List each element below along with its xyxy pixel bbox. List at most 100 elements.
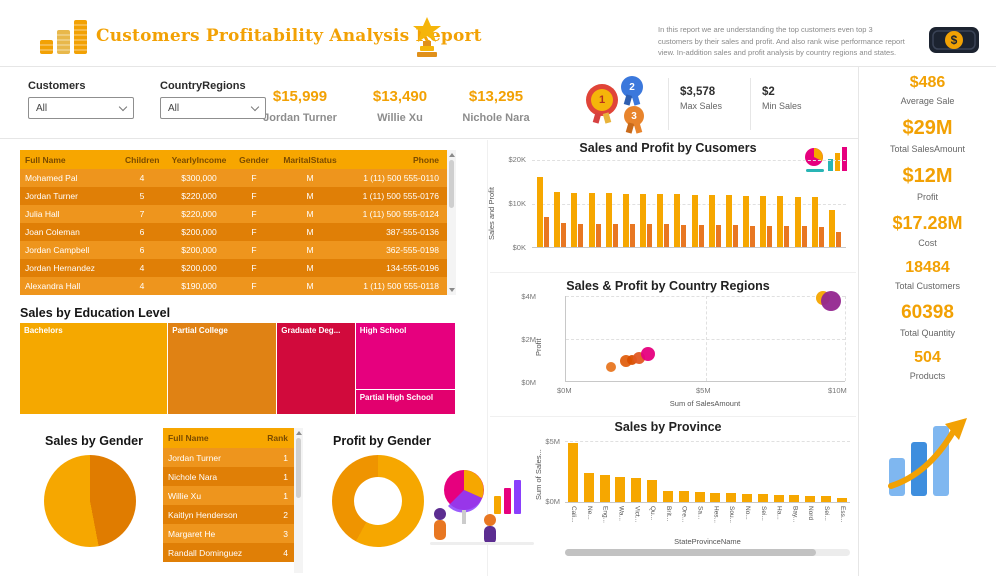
treemap-block[interactable]: Bachelors	[20, 323, 169, 415]
profit-bar[interactable]	[750, 225, 756, 247]
province-bar[interactable]	[599, 474, 610, 502]
column-header[interactable]: Rank	[267, 433, 288, 443]
sales-bar[interactable]	[794, 196, 801, 247]
bar-group[interactable]	[571, 160, 584, 247]
sales-bar[interactable]	[828, 209, 835, 247]
sales-bar[interactable]	[640, 193, 647, 247]
profit-gender-donut[interactable]	[332, 455, 424, 547]
sales-bar[interactable]	[743, 195, 750, 247]
table-row[interactable]: Jordan Campbell 6 $200,000 F M 362-555-0198	[20, 241, 456, 259]
bar-group[interactable]	[537, 160, 549, 247]
province-bar[interactable]	[647, 479, 658, 502]
column-header[interactable]: Full Name	[25, 154, 66, 165]
profit-bar[interactable]	[681, 224, 687, 247]
bar-group[interactable]	[674, 160, 687, 247]
bar-group[interactable]	[622, 160, 635, 247]
bar-group[interactable]	[777, 160, 790, 247]
bar-group[interactable]	[828, 160, 841, 247]
sales-bar[interactable]	[691, 194, 698, 247]
treemap-block[interactable]: Partial College	[168, 323, 278, 415]
table-row[interactable]: Mohamed Pal 4 $300,000 F M 1 (11) 500 555-011…	[20, 169, 456, 187]
province-bar[interactable]	[757, 494, 768, 502]
profit-bar[interactable]	[578, 223, 584, 247]
bar-group[interactable]	[811, 160, 824, 247]
table-row[interactable]: Margaret He 3	[163, 524, 303, 543]
province-bar[interactable]	[773, 494, 784, 502]
table-row[interactable]: Julia Hall 7 $220,000 F M 1 (11) 500 555-0124	[20, 205, 456, 223]
bar-group[interactable]	[708, 160, 721, 247]
profit-bar[interactable]	[544, 217, 549, 247]
province-bar[interactable]	[678, 491, 689, 502]
profit-bar[interactable]	[629, 223, 635, 247]
province-bar[interactable]	[726, 493, 737, 502]
table-row[interactable]: Nichole Nara 1	[163, 467, 303, 486]
customer-table-scrollbar[interactable]	[447, 150, 456, 295]
scatter-point[interactable]	[605, 362, 616, 373]
table-row[interactable]: Jordan Turner 1	[163, 448, 303, 467]
province-bar[interactable]	[568, 442, 578, 502]
sales-bar[interactable]	[708, 194, 715, 247]
province-bar[interactable]	[694, 492, 705, 502]
sales-bar[interactable]	[571, 192, 578, 247]
scatter-point[interactable]	[626, 354, 637, 365]
treemap-block[interactable]: Partial High School	[355, 390, 456, 415]
table-row[interactable]: Jordan Hernandez 4 $200,000 F M 134-555-0196	[20, 259, 456, 277]
scroll-down-icon[interactable]	[448, 288, 455, 292]
column-header[interactable]: MaritalStatus	[283, 154, 337, 165]
sales-bar[interactable]	[777, 196, 784, 247]
profit-bar[interactable]	[818, 226, 824, 247]
table-row[interactable]: Randall Dominguez 4	[163, 543, 303, 562]
scroll-thumb[interactable]	[449, 160, 454, 208]
table-row[interactable]: Alexandra Hall 4 $190,000 F M 1 (11) 500 555-…	[20, 277, 456, 295]
bar-group[interactable]	[760, 160, 773, 247]
countryregions-dropdown[interactable]: All	[160, 97, 266, 119]
sales-bar[interactable]	[725, 195, 732, 247]
sales-bar[interactable]	[537, 177, 543, 247]
profit-bar[interactable]	[767, 225, 773, 247]
profit-bar[interactable]	[784, 226, 790, 247]
scroll-up-icon[interactable]	[295, 431, 302, 435]
scroll-up-icon[interactable]	[448, 153, 455, 157]
scatter-point[interactable]	[821, 291, 842, 312]
rank-table-scrollbar[interactable]	[294, 428, 303, 573]
province-bar[interactable]	[789, 495, 800, 502]
bar-group[interactable]	[794, 160, 807, 247]
province-bar[interactable]	[805, 495, 816, 502]
treemap-block[interactable]: Graduate Deg...	[277, 323, 356, 415]
scroll-thumb[interactable]	[565, 549, 816, 556]
profit-bar[interactable]	[612, 223, 618, 247]
profit-bar[interactable]	[801, 226, 807, 247]
column-header[interactable]: Children	[125, 154, 160, 165]
sales-bar[interactable]	[588, 193, 595, 247]
table-row[interactable]: Willie Xu 1	[163, 486, 303, 505]
province-chart-scrollbar[interactable]	[565, 549, 850, 556]
column-header[interactable]: YearlyIncome	[171, 154, 227, 165]
bar-group[interactable]	[657, 160, 670, 247]
bar-group[interactable]	[605, 160, 618, 247]
sales-bar[interactable]	[760, 195, 767, 247]
scroll-thumb[interactable]	[296, 438, 301, 498]
sales-bar[interactable]	[674, 194, 681, 247]
scatter-point[interactable]	[641, 347, 656, 362]
bar-group[interactable]	[691, 160, 704, 247]
profit-bar[interactable]	[664, 224, 670, 247]
profit-bar[interactable]	[835, 231, 841, 247]
bar-group[interactable]	[588, 160, 601, 247]
province-bar[interactable]	[741, 493, 752, 502]
sales-bar[interactable]	[605, 193, 612, 247]
sales-gender-pie[interactable]	[44, 455, 136, 547]
profit-bar[interactable]	[715, 225, 721, 247]
province-bar[interactable]	[710, 492, 721, 502]
sales-bar[interactable]	[622, 193, 629, 247]
profit-bar[interactable]	[732, 225, 738, 247]
column-header[interactable]: Full Name	[168, 433, 209, 443]
sales-bar[interactable]	[657, 193, 664, 247]
province-bar[interactable]	[821, 496, 831, 502]
sales-bar[interactable]	[554, 192, 561, 247]
column-header[interactable]: Gender	[239, 154, 269, 165]
table-row[interactable]: Jordan Turner 5 $220,000 F M 1 (11) 500 555-0…	[20, 187, 456, 205]
bar-group[interactable]	[743, 160, 756, 247]
province-bar[interactable]	[631, 478, 642, 502]
table-row[interactable]: Kaitlyn Henderson 2	[163, 505, 303, 524]
bar-group[interactable]	[725, 160, 738, 247]
